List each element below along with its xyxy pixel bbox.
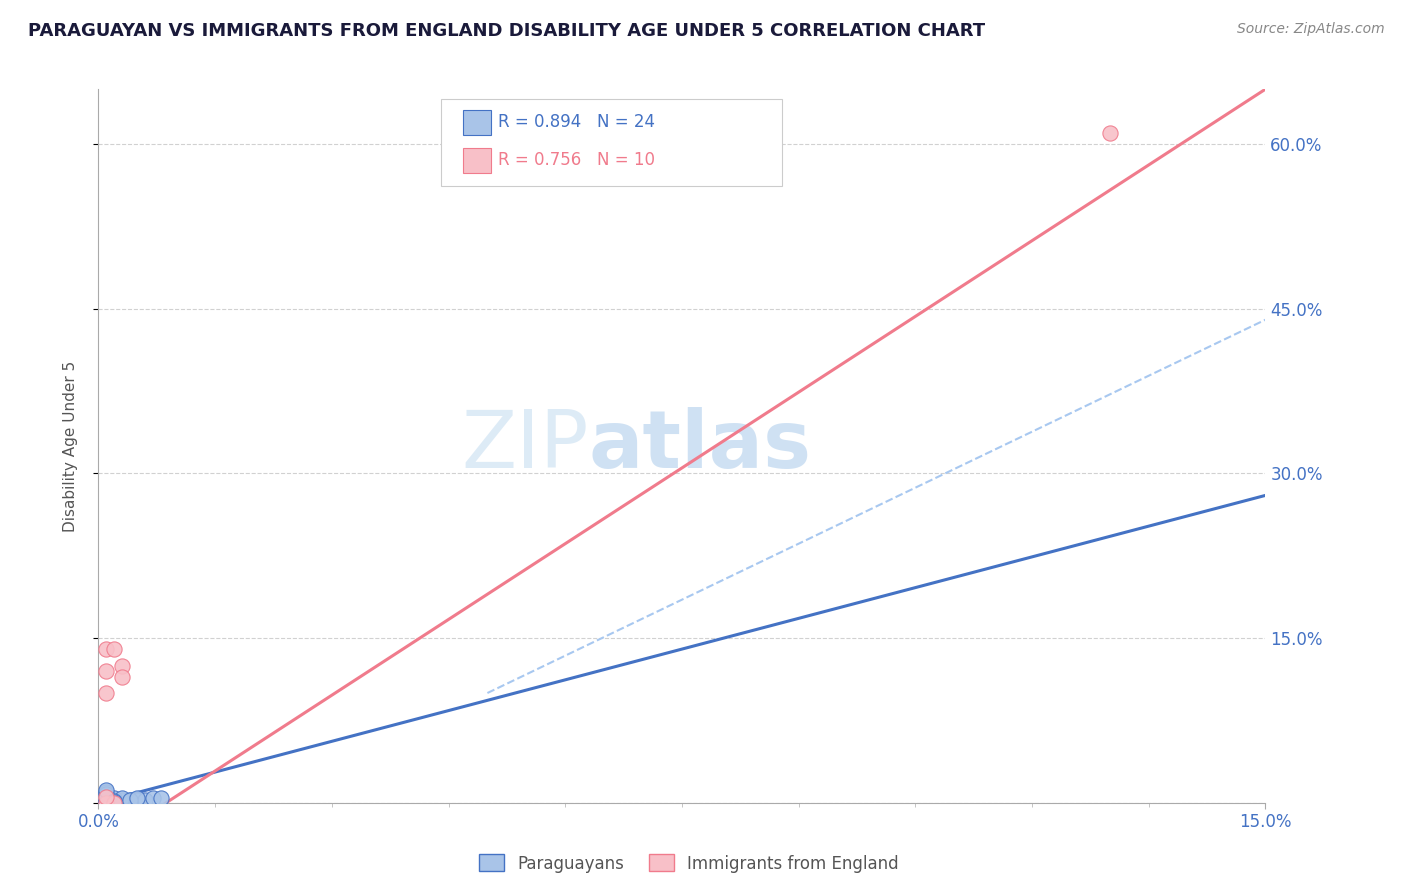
Point	[103, 794, 125, 808]
Point	[111, 792, 134, 806]
Point	[96, 642, 118, 657]
Point	[103, 791, 125, 805]
Point	[127, 794, 149, 808]
Text: PARAGUAYAN VS IMMIGRANTS FROM ENGLAND DISABILITY AGE UNDER 5 CORRELATION CHART: PARAGUAYAN VS IMMIGRANTS FROM ENGLAND DI…	[28, 22, 986, 40]
Point	[96, 790, 118, 805]
Point	[96, 787, 118, 801]
Point	[111, 669, 134, 683]
Legend: Paraguayans, Immigrants from England: Paraguayans, Immigrants from England	[472, 847, 905, 880]
Point	[111, 795, 134, 809]
Point	[96, 794, 118, 808]
Point	[96, 686, 118, 700]
Point	[118, 794, 141, 808]
Point	[111, 658, 134, 673]
Text: R = 0.756   N = 10: R = 0.756 N = 10	[498, 151, 655, 169]
Point	[127, 791, 149, 805]
Text: ZIP: ZIP	[461, 407, 589, 485]
Point	[103, 792, 125, 806]
Text: Source: ZipAtlas.com: Source: ZipAtlas.com	[1237, 22, 1385, 37]
Point	[96, 795, 118, 809]
Point	[103, 796, 125, 810]
Point	[111, 791, 134, 805]
Point	[96, 664, 118, 678]
Point	[96, 782, 118, 797]
Point	[103, 642, 125, 657]
Point	[118, 792, 141, 806]
Y-axis label: Disability Age Under 5: Disability Age Under 5	[63, 360, 77, 532]
Text: R = 0.894   N = 24: R = 0.894 N = 24	[498, 113, 655, 131]
Point	[149, 791, 172, 805]
Point	[111, 794, 134, 808]
Point	[103, 795, 125, 809]
Point	[134, 792, 156, 806]
Point	[142, 791, 165, 805]
Point	[96, 785, 118, 799]
Point	[118, 792, 141, 806]
Point	[96, 796, 118, 810]
Point	[1098, 126, 1121, 140]
Point	[103, 795, 125, 809]
Point	[103, 794, 125, 808]
Text: atlas: atlas	[589, 407, 811, 485]
Point	[127, 792, 149, 806]
